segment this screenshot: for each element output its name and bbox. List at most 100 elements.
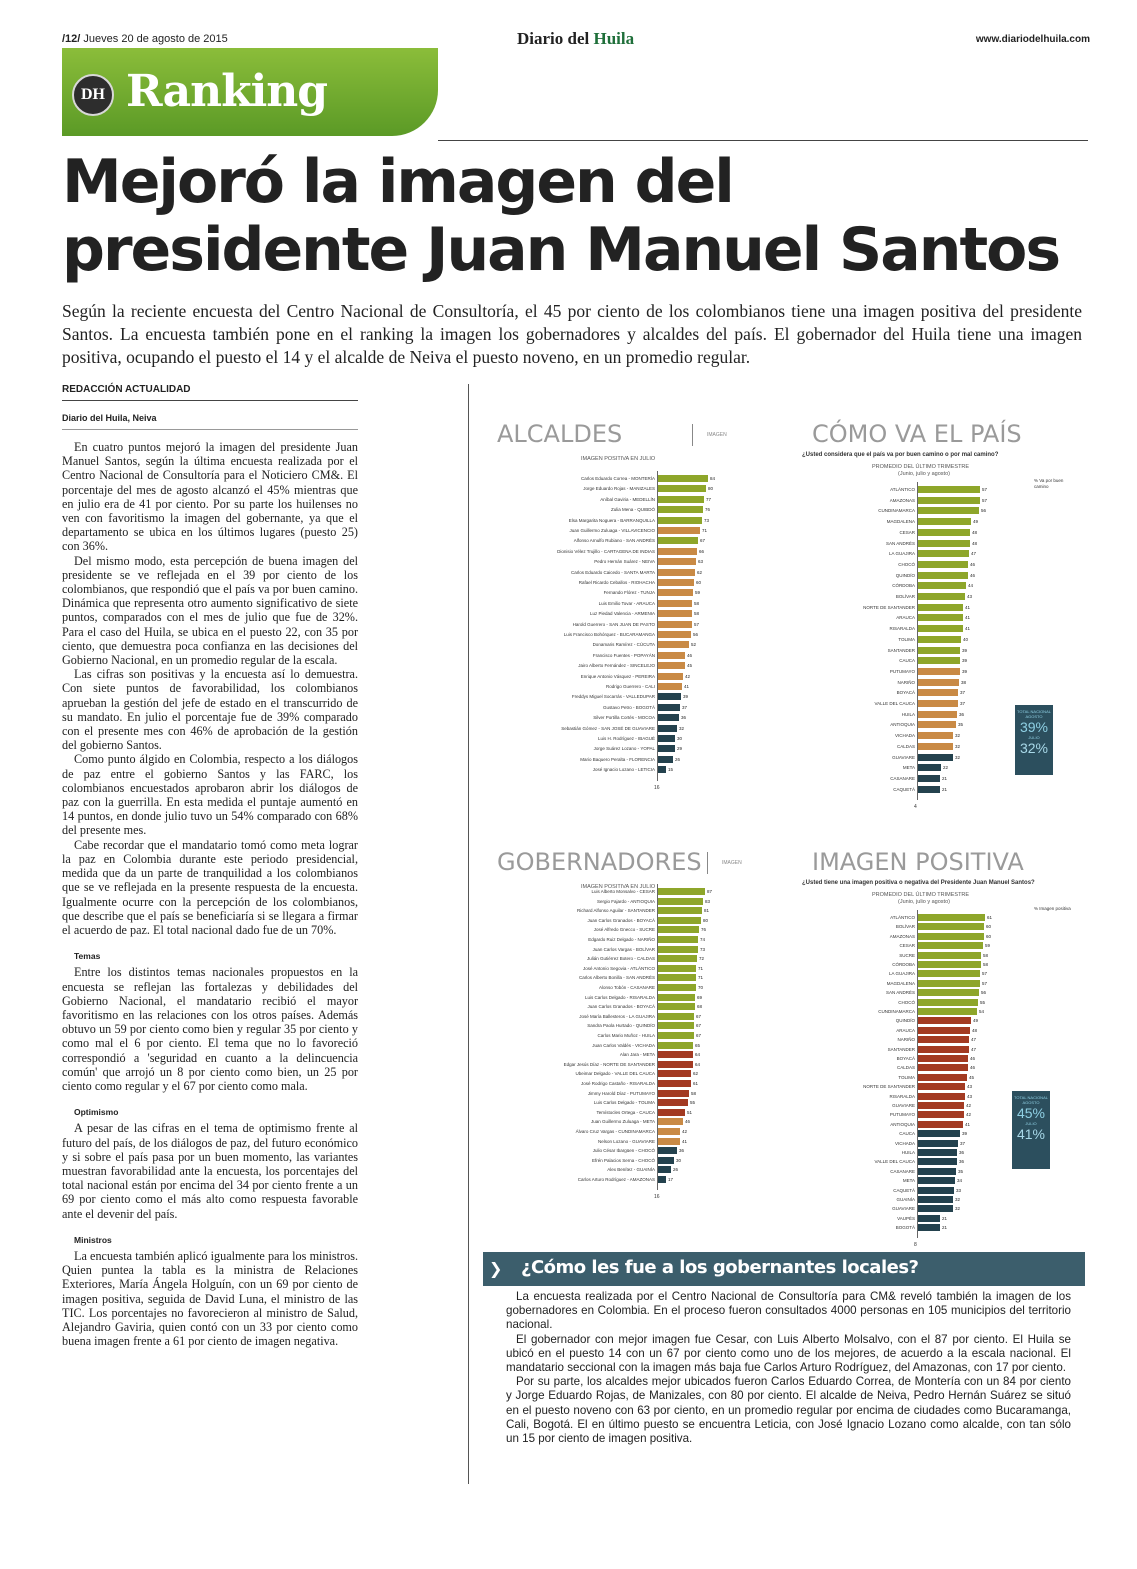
bar-label: CHOCÓ bbox=[898, 999, 915, 1005]
bar-value: 73 bbox=[700, 946, 706, 952]
bar-label: Enrique Antonio Vásquez - PEREIRA bbox=[580, 673, 655, 679]
bar bbox=[917, 979, 980, 987]
bar bbox=[917, 1036, 969, 1044]
bar-value: 45 bbox=[687, 663, 693, 669]
bar-value: 58 bbox=[694, 611, 700, 617]
bar bbox=[917, 625, 963, 633]
bar-label: Carlos Alberto Bonilla - SAN ANDRÉS bbox=[578, 975, 655, 981]
bar-row: Carlos Arturo Rodríguez - AMAZONAS 17 bbox=[497, 1176, 757, 1184]
bar-value: 34 bbox=[957, 1178, 963, 1184]
headline: Mejoró la imagen del presidente Juan Man… bbox=[62, 148, 1092, 284]
bar-row: GUAVIARE 32 bbox=[812, 753, 1072, 762]
bar-label: Rafael Ricardo Ceballos - RIOHACHA bbox=[578, 580, 655, 585]
paragraph: Entre los distintos temas nacionales pro… bbox=[62, 965, 358, 1093]
bar-row: NARIÑO 47 bbox=[812, 1036, 1072, 1044]
bar bbox=[657, 745, 675, 753]
bar-label: CALDAS bbox=[896, 1065, 915, 1071]
bar-label: Elsa Margarita Noguera - BARRANQUILLA bbox=[568, 517, 655, 523]
column-divider bbox=[468, 384, 469, 1484]
bar-label: Juan Carlos Granados - BOYACÁ bbox=[587, 917, 655, 923]
bar-row: HUILA 36 bbox=[812, 710, 1072, 719]
bar-value: 37 bbox=[960, 1140, 966, 1146]
bar-value: 26 bbox=[673, 1167, 679, 1173]
july-value: 32% bbox=[1019, 740, 1049, 756]
bar-label: Richard Alfonso Aguilar - SANTANDER bbox=[577, 908, 655, 914]
bar bbox=[917, 1102, 964, 1109]
bar-value: 58 bbox=[691, 1090, 697, 1096]
bar-value: 49 bbox=[973, 1018, 979, 1024]
bar-row: Luis Emilio Tovar - ARAUCA 58 bbox=[497, 599, 757, 608]
bar-value: 67 bbox=[700, 538, 706, 544]
bar-label: Edgardo Ruiz Delgado - NARIÑO bbox=[588, 937, 655, 942]
bar-row: Jairo Alberto Fernández - SINCELEJO 45 bbox=[497, 662, 757, 670]
bar-row: Donamaris Ramírez - CÚCUTA 52 bbox=[497, 641, 757, 649]
bar bbox=[917, 646, 960, 654]
bar bbox=[657, 506, 703, 514]
bar-value: 57 bbox=[694, 621, 700, 627]
bar-row: VALLE DEL CAUCA 37 bbox=[812, 700, 1072, 708]
bar-row: Jorge Eduardo Rojas - MANIZALES 80 bbox=[497, 485, 757, 493]
bar-label: BOLÍVAR bbox=[895, 924, 915, 930]
bar-label: Alonso Tobón - CASANARE bbox=[599, 985, 655, 990]
bar-label: Luis Carlos Delgado - TOLIMA bbox=[593, 1100, 655, 1106]
bar-value: 76 bbox=[705, 507, 711, 513]
bar bbox=[657, 1137, 680, 1145]
bar-label: Sandra Paola Hurtado - QUINDÍO bbox=[587, 1023, 655, 1029]
bar-label: Mario Baquero Peralta - FLORENCIA bbox=[580, 756, 655, 762]
bar-row: VALLE DEL CAUCA 36 bbox=[812, 1158, 1072, 1166]
bar-label: META bbox=[902, 765, 915, 771]
bar-value: 57 bbox=[982, 971, 988, 977]
bar-value: 67 bbox=[696, 1013, 702, 1019]
bar bbox=[917, 1186, 954, 1194]
chart-subtitle: PROMEDIO DEL ÚLTIMO TRIMESTRE bbox=[872, 892, 970, 898]
bar-label: VALLE DEL CAUCA bbox=[874, 1159, 915, 1165]
bar bbox=[657, 527, 700, 534]
national-total-value: 39% bbox=[1019, 719, 1049, 735]
bar-value: 60 bbox=[986, 933, 992, 939]
bar-value: 36 bbox=[959, 1150, 965, 1155]
bar-chart-1: ALCALDES IMAGEN IMAGEN POSITIVA EN JULIO Ca… bbox=[497, 420, 757, 840]
bar-label: Carlos Eduardo Caicedo - SANTA MARTA bbox=[570, 569, 655, 575]
chart-axis bbox=[657, 471, 658, 781]
bar-row: PUTUMAYO 39 bbox=[812, 667, 1072, 676]
bar-row: Juan Carlos Granados - BOYACÁ 68 bbox=[497, 1003, 757, 1011]
bar-value: 57 bbox=[982, 980, 988, 986]
bar-label: BOYACÁ bbox=[896, 1056, 915, 1061]
bar bbox=[657, 1060, 693, 1068]
bar bbox=[657, 475, 708, 482]
bar bbox=[657, 1156, 674, 1164]
bar-value: 61 bbox=[987, 915, 993, 920]
bar-label: SANTANDER bbox=[887, 647, 915, 653]
bar-label: AMAZONAS bbox=[889, 933, 915, 939]
unit-note: % Va por buen camino bbox=[1034, 478, 1064, 489]
bar bbox=[917, 989, 979, 997]
bar-row: SANTANDER 39 bbox=[812, 646, 1072, 655]
bar bbox=[917, 1158, 957, 1166]
bar-value: 37 bbox=[682, 704, 688, 710]
bar-row: VICHADA 32 bbox=[812, 732, 1072, 740]
bar-row: BOGOTÁ 21 bbox=[812, 1224, 1072, 1232]
bar-label: MAGDALENA bbox=[886, 519, 915, 525]
bar-label: ANTIOQUIA bbox=[890, 722, 915, 728]
bar bbox=[657, 897, 703, 905]
bar-value: 21 bbox=[942, 1215, 948, 1221]
bar-label: ANTIOQUIA bbox=[890, 1121, 915, 1127]
bar-label: Pedro Hernán Suárez - NEIVA bbox=[594, 559, 655, 565]
bar-row: CAUCA 39 bbox=[812, 1130, 1072, 1138]
bar bbox=[917, 1205, 953, 1213]
paragraph: La encuesta realizada por el Centro Naci… bbox=[506, 1290, 1071, 1332]
bar-value: 32 bbox=[955, 743, 961, 749]
bar-row: Alfonso Arnulfo Rubiano - SAN ANDRÉS 67 bbox=[497, 537, 757, 545]
bar-row: META 34 bbox=[812, 1177, 1072, 1185]
bar-label: CESAR bbox=[899, 529, 915, 535]
bar-chart-4: IMAGEN POSITIVA ¿Usted tiene una imagen p… bbox=[802, 848, 1072, 1268]
bar-row: Álvaro Cruz Vargas - CUNDINAMARCA 42 bbox=[497, 1128, 757, 1136]
bar-value: 36 bbox=[959, 711, 965, 717]
bar-row: CESAR 48 bbox=[812, 528, 1072, 537]
bar-value: 47 bbox=[971, 551, 977, 557]
paragraph: La encuesta también aplicó igualmente pa… bbox=[62, 1248, 358, 1349]
bar bbox=[917, 1224, 940, 1232]
bar-label: VALLE DEL CAUCA bbox=[874, 701, 915, 706]
chart-question: ¿Usted considera que el país va por buen… bbox=[802, 452, 999, 458]
bar-label: NARIÑO bbox=[897, 679, 915, 685]
